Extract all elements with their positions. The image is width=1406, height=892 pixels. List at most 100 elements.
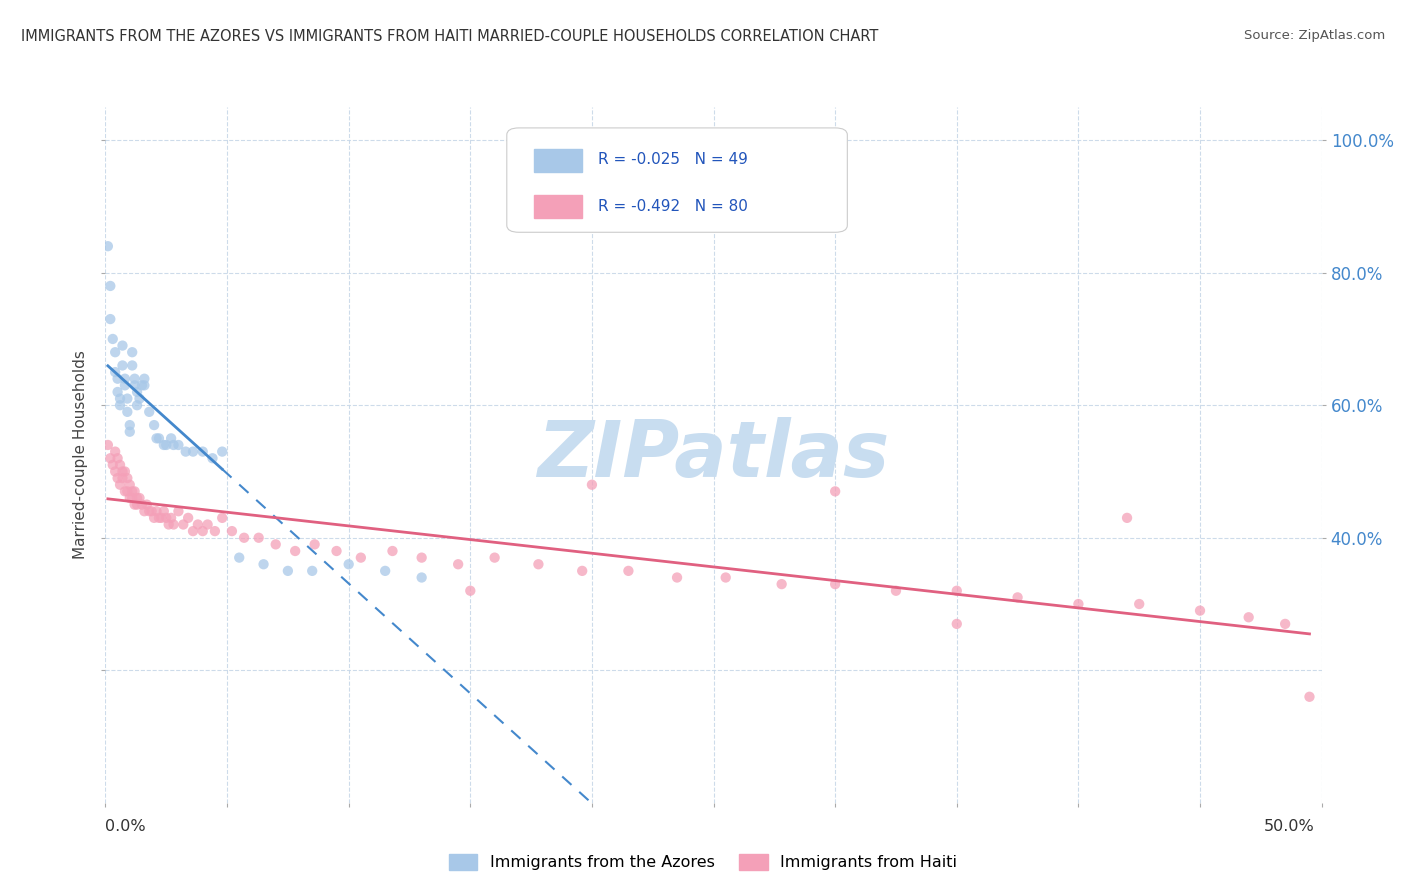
Point <box>221 524 243 538</box>
Point <box>277 564 299 578</box>
Point <box>111 465 134 479</box>
Point <box>114 372 136 386</box>
Point <box>101 332 124 346</box>
Point <box>118 418 141 433</box>
Point <box>111 359 134 373</box>
Point <box>252 558 274 572</box>
Point <box>458 583 481 598</box>
Point <box>284 544 307 558</box>
Point <box>527 558 550 572</box>
Point <box>204 524 226 538</box>
Point <box>128 392 150 406</box>
Point <box>1189 604 1212 618</box>
Point <box>1007 591 1029 605</box>
Point <box>125 384 148 399</box>
Point <box>98 451 121 466</box>
Point <box>174 444 197 458</box>
Point <box>157 517 180 532</box>
Point <box>104 465 127 479</box>
Point <box>124 484 146 499</box>
Point <box>143 511 166 525</box>
Point <box>191 524 214 538</box>
Legend: Immigrants from the Azores, Immigrants from Haiti: Immigrants from the Azores, Immigrants f… <box>441 848 965 877</box>
Point <box>114 378 136 392</box>
Point <box>138 504 160 518</box>
Point <box>108 398 131 412</box>
Point <box>134 372 156 386</box>
Point <box>121 491 143 505</box>
Point <box>884 583 907 598</box>
Point <box>233 531 256 545</box>
Point <box>108 477 131 491</box>
Point <box>124 498 146 512</box>
Point <box>107 451 129 466</box>
Text: R = -0.492   N = 80: R = -0.492 N = 80 <box>598 199 748 214</box>
Point <box>191 444 214 458</box>
Point <box>101 458 124 472</box>
Point <box>117 392 139 406</box>
Point <box>125 491 148 505</box>
Point <box>128 491 150 505</box>
Point <box>484 550 506 565</box>
Point <box>97 438 120 452</box>
Point <box>1116 511 1139 525</box>
Point <box>181 444 204 458</box>
Point <box>118 425 141 439</box>
Point <box>153 504 176 518</box>
Point <box>181 524 204 538</box>
Point <box>581 477 603 491</box>
Point <box>177 511 200 525</box>
Point <box>411 550 433 565</box>
Point <box>1274 616 1296 631</box>
Point <box>1067 597 1090 611</box>
Point <box>228 550 250 565</box>
Point <box>167 438 190 452</box>
Point <box>134 504 156 518</box>
Point <box>121 484 143 499</box>
Point <box>117 471 139 485</box>
Point <box>107 384 129 399</box>
Point <box>1128 597 1150 611</box>
Point <box>108 458 131 472</box>
Point <box>350 550 373 565</box>
Point <box>125 398 148 412</box>
Point <box>107 471 129 485</box>
Point <box>197 517 219 532</box>
Point <box>162 438 184 452</box>
Point <box>117 405 139 419</box>
Text: 0.0%: 0.0% <box>105 820 146 834</box>
Point <box>134 378 156 392</box>
Point <box>770 577 793 591</box>
Point <box>148 431 170 445</box>
Point <box>301 564 323 578</box>
Point <box>98 279 121 293</box>
Point <box>145 504 167 518</box>
Point <box>211 511 233 525</box>
Point <box>167 504 190 518</box>
Point <box>155 511 177 525</box>
Point <box>138 405 160 419</box>
Point <box>714 570 737 584</box>
Point <box>131 498 153 512</box>
Point <box>125 498 148 512</box>
FancyBboxPatch shape <box>506 128 848 232</box>
Point <box>381 544 404 558</box>
Point <box>945 616 967 631</box>
Point <box>111 471 134 485</box>
Point <box>304 537 326 551</box>
Point <box>617 564 640 578</box>
Point <box>121 345 143 359</box>
Point <box>104 345 127 359</box>
Point <box>1237 610 1260 624</box>
Point <box>121 359 143 373</box>
Point <box>201 451 224 466</box>
Point <box>104 444 127 458</box>
Point <box>155 438 177 452</box>
Point <box>111 338 134 352</box>
Point <box>571 564 593 578</box>
Point <box>150 511 173 525</box>
Y-axis label: Married-couple Households: Married-couple Households <box>73 351 89 559</box>
Point <box>98 312 121 326</box>
Point <box>447 558 470 572</box>
Point <box>107 372 129 386</box>
